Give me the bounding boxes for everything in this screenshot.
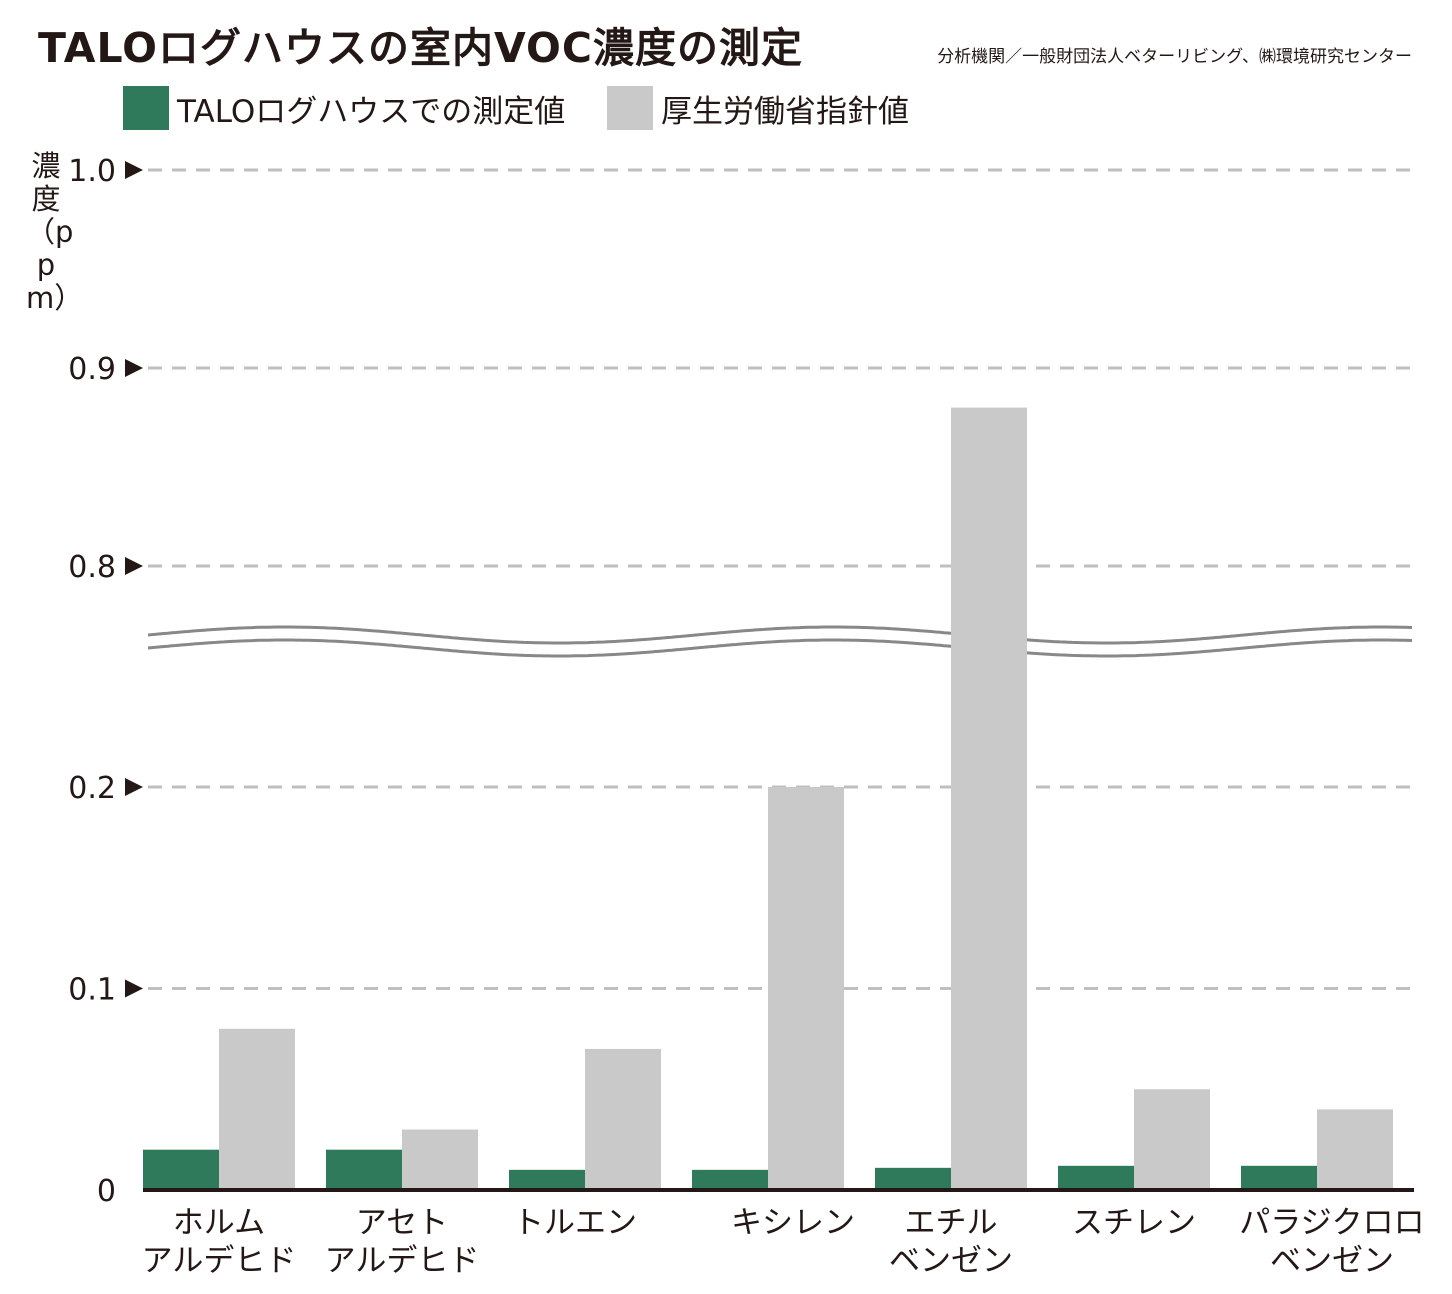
tick-arrow-icon [125, 557, 143, 575]
tick-arrow-icon [125, 359, 143, 377]
tick-arrow-icon [125, 979, 143, 998]
legend-item-measured: TALOログハウスでの測定値 [123, 86, 565, 130]
x-tick-label: アセト [356, 1205, 448, 1241]
x-tick-label: スチレン [1072, 1205, 1196, 1241]
bar-guideline [219, 1028, 295, 1190]
legend-swatch-guideline [607, 86, 653, 130]
x-tick-label: パラジクロロ [1239, 1205, 1424, 1241]
y-tick-label: 0 [97, 1174, 116, 1209]
bar-measured [143, 1149, 219, 1190]
bar-guideline [1134, 1089, 1210, 1190]
y-tick-label: 1.0 [68, 154, 116, 189]
bar-guideline [951, 407, 1027, 1191]
chart-title: TALOログハウスの室内VOC濃度の測定 [38, 24, 803, 72]
legend-label-measured: TALOログハウスでの測定値 [177, 93, 566, 130]
x-tick-label: エチル [905, 1205, 998, 1241]
x-tick-label: トルエン [513, 1205, 637, 1241]
bar-guideline [585, 1048, 661, 1190]
bar-measured [692, 1169, 768, 1190]
y-tick-label: 0.9 [68, 352, 116, 387]
bar-measured [1058, 1165, 1134, 1190]
legend-swatch-measured [123, 86, 169, 130]
y-tick-label: 0.2 [68, 771, 116, 806]
y-tick-label: 0.8 [68, 550, 116, 585]
bar-measured [1241, 1165, 1317, 1190]
x-tick-label: アルデヒド [325, 1243, 480, 1279]
tick-arrow-icon [125, 778, 143, 796]
legend-item-guideline: 厚生労働省指針値 [607, 86, 909, 130]
bar-measured [875, 1167, 951, 1190]
legend-label-guideline: 厚生労働省指針値 [661, 93, 909, 130]
bar-guideline [402, 1129, 478, 1190]
x-tick-label: ベンゼン [889, 1243, 1013, 1279]
axis-break-line [147, 625, 1413, 645]
tick-arrow-icon [125, 161, 143, 179]
x-tick-label: ホルム [173, 1205, 265, 1241]
axis-break-line [147, 638, 1413, 658]
bar-guideline [1317, 1109, 1393, 1190]
x-tick-label: キシレン [731, 1205, 855, 1241]
y-tick-label: 0.1 [68, 973, 116, 1008]
x-tick-label: ベンゼン [1270, 1243, 1394, 1279]
x-tick-label: アルデヒド [142, 1243, 297, 1279]
bar-guideline [768, 787, 844, 1190]
source-note: 分析機関／一般財団法人ベターリビング、㈱環境研究センター [937, 47, 1412, 67]
bar-measured [326, 1149, 402, 1190]
bar-measured [509, 1169, 585, 1190]
